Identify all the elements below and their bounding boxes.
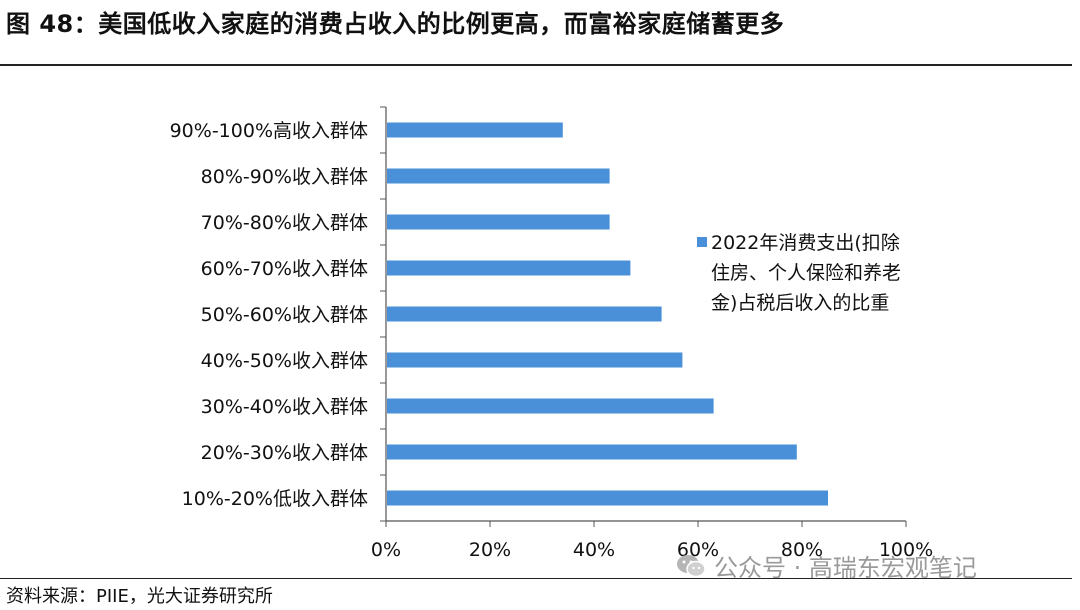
legend-label: 住房、个人保险和养老 <box>711 262 901 284</box>
category-label: 40%-50%收入群体 <box>201 350 368 372</box>
category-label: 20%-30%收入群体 <box>201 442 368 464</box>
legend-label: 金)占税后收入的比重 <box>711 292 889 314</box>
category-label: 30%-40%收入群体 <box>201 396 368 418</box>
watermark: 公众号 · 高瑞东宏观笔记 <box>676 548 977 583</box>
axes <box>380 106 907 527</box>
x-tick-label: 100% <box>879 539 933 561</box>
watermark-text: 公众号 · 高瑞东宏观笔记 <box>714 554 977 582</box>
category-label: 60%-70%收入群体 <box>201 258 368 280</box>
x-tick-labels: 0% 20% 40% 60% 80% 100% <box>371 539 933 561</box>
bar <box>387 260 631 276</box>
x-tick-label: 0% <box>371 539 401 561</box>
figure-title: 图 48：美国低收入家庭的消费占收入的比例更高，而富裕家庭储蓄更多 <box>6 10 785 38</box>
category-labels: 90%-100%高收入群体 80%-90%收入群体 70%-80%收入群体 60%-7… <box>170 120 368 510</box>
bar <box>387 398 714 414</box>
x-tick-label: 80% <box>781 539 823 561</box>
category-label: 10%-20%低收入群体 <box>182 488 368 510</box>
bar <box>387 444 797 460</box>
x-tick-label: 40% <box>573 539 615 561</box>
bar <box>387 168 610 184</box>
bottom-rule <box>0 578 1072 579</box>
bar <box>387 352 683 368</box>
bar <box>387 306 662 322</box>
category-label: 90%-100%高收入群体 <box>170 120 368 142</box>
bar <box>387 214 610 230</box>
bar <box>387 122 563 138</box>
bar <box>387 490 828 506</box>
wechat-icon <box>677 554 706 577</box>
legend-label: 2022年消费支出(扣除 <box>711 232 900 254</box>
category-label: 50%-60%收入群体 <box>201 304 368 326</box>
x-tick-label: 20% <box>469 539 511 561</box>
legend-swatch <box>697 237 707 247</box>
bars-layer <box>387 122 828 506</box>
category-label: 80%-90%收入群体 <box>201 166 368 188</box>
source-note: 资料来源：PIIE，光大证券研究所 <box>6 586 273 607</box>
category-label: 70%-80%收入群体 <box>201 212 368 234</box>
top-rule <box>0 64 1072 66</box>
